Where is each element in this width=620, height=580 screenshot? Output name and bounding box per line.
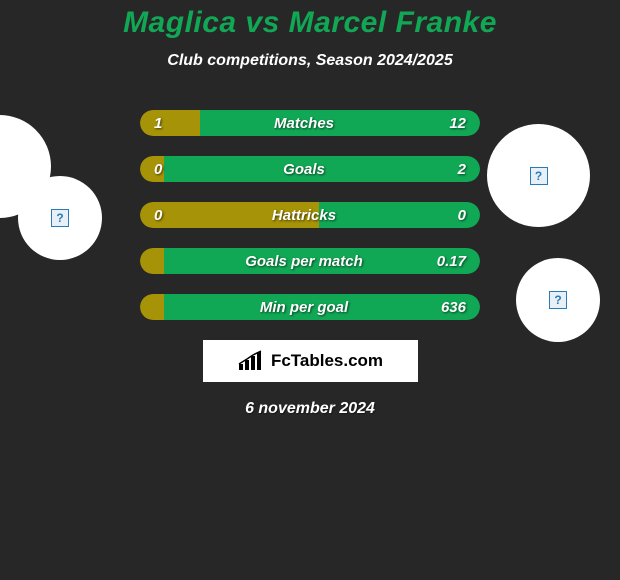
stat-row: Goals per match0.17 [140, 248, 480, 274]
stats-bars: 1Matches120Goals20Hattricks0Goals per ma… [140, 110, 480, 320]
source-logo-text: FcTables.com [271, 351, 383, 371]
stat-value-right: 0.17 [430, 253, 480, 270]
subtitle: Club competitions, Season 2024/2025 [0, 52, 620, 70]
image-placeholder-icon: ? [530, 167, 548, 185]
stat-row: 0Hattricks0 [140, 202, 480, 228]
player-left-club-badge: ? [18, 176, 102, 260]
stat-value-right: 0 [430, 207, 480, 224]
stat-value-right: 12 [430, 115, 480, 132]
comparison-infographic: Maglica vs Marcel Franke Club competitio… [0, 0, 620, 418]
stat-value-left: 0 [140, 207, 178, 224]
source-logo-box: FcTables.com [203, 340, 418, 382]
stat-metric-label: Goals [178, 161, 430, 178]
player-right-club-badge: ? [516, 258, 600, 342]
stat-row: 0Goals2 [140, 156, 480, 182]
stat-metric-label: Min per goal [178, 299, 430, 316]
image-placeholder-icon: ? [549, 291, 567, 309]
image-placeholder-icon: ? [51, 209, 69, 227]
player-right-photo: ? [487, 124, 590, 227]
stat-value-left: 1 [140, 115, 178, 132]
stat-value-left: 0 [140, 161, 178, 178]
stat-metric-label: Matches [178, 115, 430, 132]
stat-fill-left [140, 248, 164, 274]
stat-metric-label: Goals per match [178, 253, 430, 270]
stat-row: 1Matches12 [140, 110, 480, 136]
stat-value-right: 2 [430, 161, 480, 178]
generation-date: 6 november 2024 [0, 400, 620, 418]
chart-icon [237, 350, 265, 372]
stat-row: Min per goal636 [140, 294, 480, 320]
stat-fill-left [140, 294, 164, 320]
stat-metric-label: Hattricks [178, 207, 430, 224]
stat-value-right: 636 [430, 299, 480, 316]
page-title: Maglica vs Marcel Franke [0, 6, 620, 40]
